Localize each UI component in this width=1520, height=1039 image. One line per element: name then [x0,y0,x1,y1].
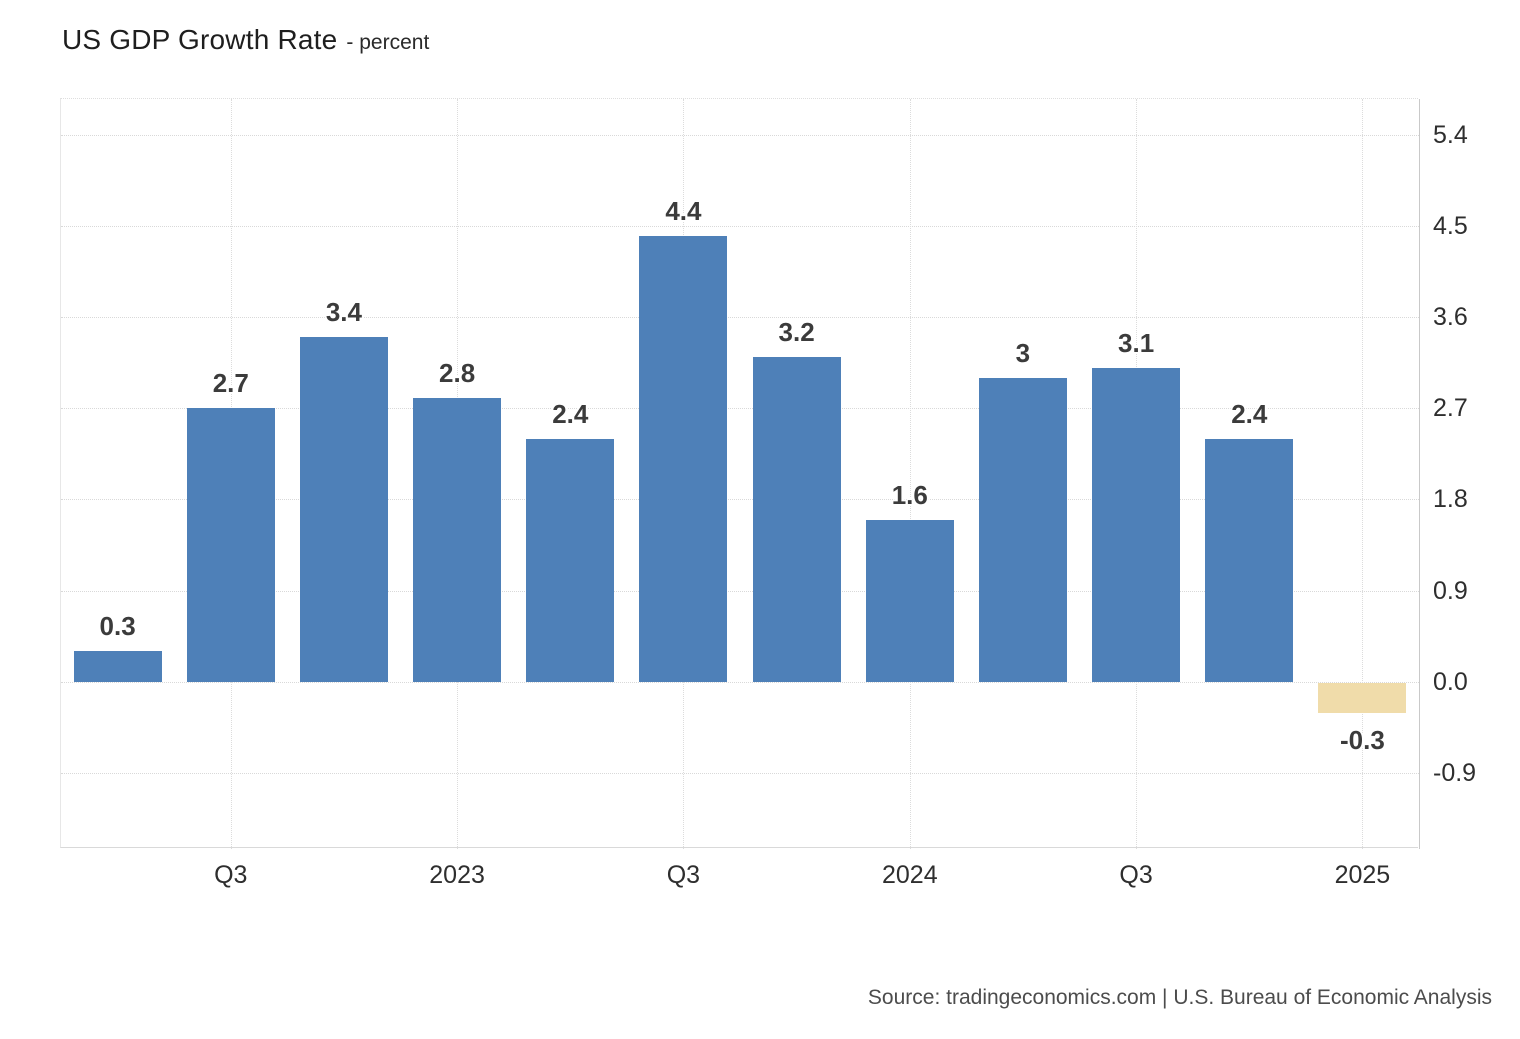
bar-value-label: 1.6 [891,479,928,510]
y-axis-line [1419,99,1420,849]
v-gridline [909,99,911,849]
y-tick-label: -0.9 [1433,759,1477,787]
v-gridline [1362,99,1364,849]
y-tick-label: 3.6 [1433,302,1468,331]
bar-value-label: -0.3 [1339,725,1385,756]
x-tick-label: Q3 [214,861,248,889]
h-gridline [61,134,1419,136]
bar-value-label: 2.4 [1231,398,1268,429]
bar [639,235,728,682]
plot-area: 5.4 4.5 3.6 2.7 1.8 0.9 0.0 -0.9 Q3 2023 Q3 2024 Q3 2… [60,98,1476,889]
bar [1205,438,1294,682]
bar [1318,682,1407,714]
bar-value-label: 2.8 [439,358,476,388]
bar-value-label: 0.3 [99,611,136,642]
bar-value-label: 3 [1015,337,1031,368]
source-attribution: Source: tradingeconomics.com | U.S. Bure… [867,986,1492,1009]
y-tick-label: 1.8 [1433,485,1468,514]
h-gridline [61,316,1419,318]
h-gridline [61,681,1419,683]
bar-value-label: 2.7 [212,368,249,399]
y-tick-label: 5.4 [1433,120,1468,149]
chart-title: US GDP Growth Rate [62,24,338,55]
x-tick-label: 2025 [1334,861,1391,889]
h-gridline [61,408,1419,410]
bar-value-label: 2.4 [552,398,589,429]
bar-value-label: 4.4 [665,195,702,226]
bar-value-label: 3.2 [778,317,815,348]
chart-subtitle: - percent [346,31,430,54]
h-gridline [61,225,1419,227]
bar [865,519,954,682]
y-tick-label: 2.7 [1433,394,1468,423]
bar [526,438,615,682]
y-tick-label: 0.0 [1433,667,1468,696]
x-tick-label: 2023 [429,861,485,889]
bar-value-label: 3.4 [325,297,362,328]
bar-value-label: 3.1 [1118,327,1155,358]
bar [186,408,275,682]
h-gridline [61,773,1419,774]
chart-header: US GDP Growth Rate - percent [62,24,429,56]
bar [73,651,162,682]
x-tick-label: Q3 [666,861,701,889]
bar [752,357,841,682]
h-gridline [61,590,1419,592]
bar [1092,367,1181,682]
y-tick-label: 0.9 [1433,576,1468,605]
y-tick-label: 4.5 [1433,211,1468,240]
h-gridline [61,499,1419,501]
bar [299,337,388,682]
x-tick-label: 2024 [881,861,938,889]
bar [978,377,1067,682]
bar [413,398,502,682]
x-tick-label: Q3 [1119,861,1153,889]
